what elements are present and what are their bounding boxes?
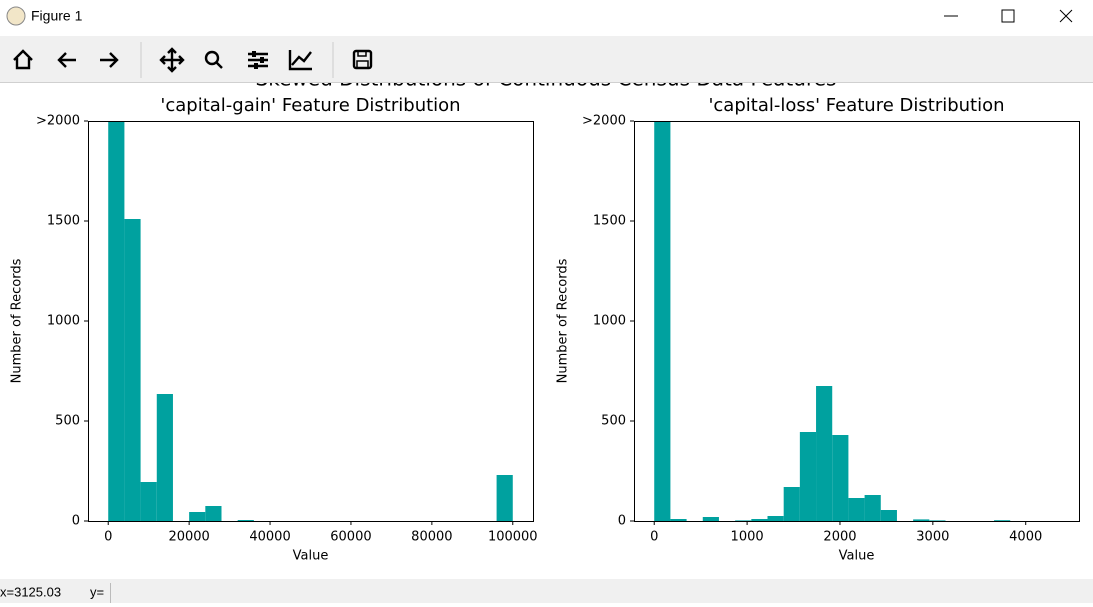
histogram-bar xyxy=(799,432,817,521)
configure-button[interactable] xyxy=(248,51,268,69)
y-axis-label: Number of Records xyxy=(556,258,571,383)
histogram-bar xyxy=(124,219,141,521)
x-axis-label: Value xyxy=(293,549,329,564)
axes-frame xyxy=(88,121,534,522)
y-tick-label: >2000 xyxy=(582,114,626,129)
maximize-button[interactable] xyxy=(1001,9,1015,23)
status-y: y= xyxy=(90,584,104,599)
histogram-bar xyxy=(156,394,173,521)
y-tick-label: 1000 xyxy=(593,314,626,329)
edit-axes-button[interactable] xyxy=(288,50,312,71)
title-bar xyxy=(0,0,1093,35)
x-tick-label: 2000 xyxy=(823,530,856,545)
y-tick-label: 0 xyxy=(72,514,80,529)
x-tick-label: 4000 xyxy=(1009,530,1042,545)
histogram-bar xyxy=(864,495,881,521)
status-bar xyxy=(0,579,1093,603)
histogram-bar xyxy=(654,121,671,521)
y-axis-label: Number of Records xyxy=(10,258,25,383)
histogram-bar xyxy=(237,520,254,521)
histogram-bar xyxy=(994,520,1011,521)
x-axis-label: Value xyxy=(839,549,875,564)
y-tick-label: 500 xyxy=(55,414,80,429)
x-tick-label: 0 xyxy=(650,530,658,545)
chart-title: 'capital-gain' Feature Distribution xyxy=(160,95,460,116)
histogram-bar xyxy=(848,498,865,521)
x-tick-label: 60000 xyxy=(330,530,371,545)
x-tick-label: 100000 xyxy=(488,530,538,545)
forward-button[interactable] xyxy=(100,52,119,68)
status-x: x=3125.03 xyxy=(0,584,61,599)
histogram-bar xyxy=(108,121,125,521)
y-tick-label: 1500 xyxy=(47,214,80,229)
histogram-bar xyxy=(880,510,897,521)
x-tick-label: 0 xyxy=(104,530,112,545)
histogram-bar xyxy=(832,435,849,521)
x-tick-label: 1000 xyxy=(731,530,764,545)
x-tick-label: 80000 xyxy=(411,530,452,545)
histogram-bar xyxy=(751,519,768,521)
histogram-bar xyxy=(816,386,833,521)
histogram-bar xyxy=(189,512,206,521)
window-title: Figure 1 xyxy=(31,8,83,24)
histogram-bar xyxy=(929,520,946,521)
chart-title: 'capital-loss' Feature Distribution xyxy=(708,95,1004,116)
y-tick-label: 500 xyxy=(601,414,626,429)
x-tick-label: 40000 xyxy=(249,530,290,545)
histogram-bar xyxy=(670,519,687,521)
save-button[interactable] xyxy=(352,49,373,70)
histogram-bar xyxy=(205,506,222,521)
zoom-button[interactable] xyxy=(204,50,223,69)
home-button[interactable] xyxy=(13,49,33,70)
y-tick-label: 1000 xyxy=(47,314,80,329)
histogram-bar xyxy=(140,482,157,521)
pan-button[interactable] xyxy=(159,47,185,73)
histogram-bar xyxy=(735,520,752,521)
app-icon xyxy=(6,6,26,26)
y-tick-label: 1500 xyxy=(593,214,626,229)
histogram-bar xyxy=(496,475,513,521)
x-tick-label: 3000 xyxy=(916,530,949,545)
axes-frame xyxy=(634,121,1080,522)
close-button[interactable] xyxy=(1059,9,1073,23)
histogram-bar xyxy=(767,516,784,521)
x-tick-label: 20000 xyxy=(168,530,209,545)
y-tick-label: 0 xyxy=(618,514,626,529)
histogram-bar xyxy=(783,487,800,521)
histogram-bar xyxy=(913,519,930,521)
y-tick-label: >2000 xyxy=(36,114,80,129)
back-button[interactable] xyxy=(57,52,76,68)
histogram-bar xyxy=(702,517,719,521)
